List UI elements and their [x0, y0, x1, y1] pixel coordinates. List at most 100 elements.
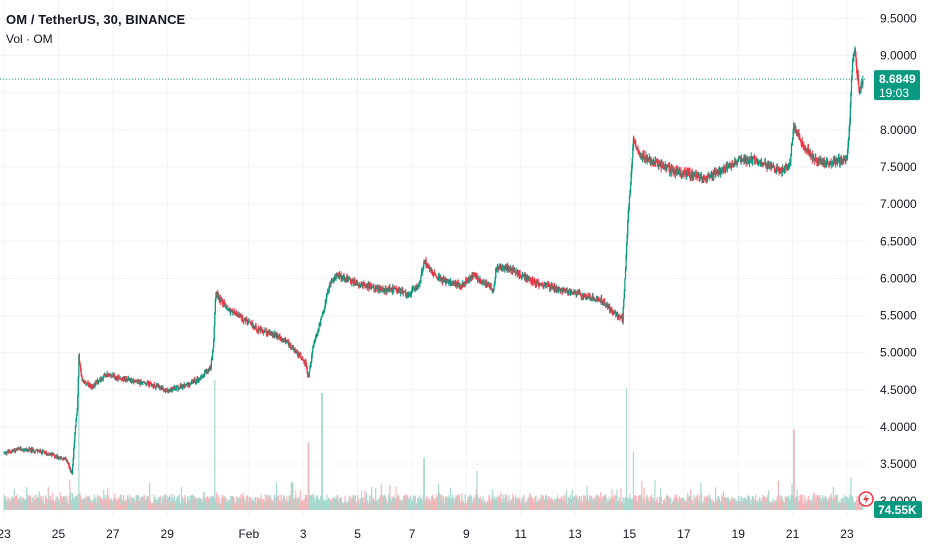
candle-body: [520, 275, 522, 278]
candle-body: [270, 331, 272, 334]
candle-body: [251, 322, 253, 327]
candle-body: [258, 330, 260, 332]
candle-body: [312, 347, 314, 352]
volume-bar: [77, 494, 79, 510]
candle-body: [280, 338, 282, 340]
candle-body: [24, 449, 26, 451]
candle-body: [328, 290, 330, 292]
candle-body: [687, 171, 689, 176]
volume-bar: [305, 494, 308, 510]
candle-body: [503, 265, 505, 269]
candle-body: [654, 160, 657, 163]
candle-body: [350, 283, 352, 285]
candle-body: [360, 284, 362, 286]
volume-bar: [452, 494, 454, 510]
volume-bar: [565, 490, 568, 510]
candle-body: [256, 330, 258, 332]
candle-body: [521, 274, 523, 278]
candle-body: [283, 339, 285, 341]
candle-body: [103, 375, 105, 377]
candle-body: [842, 159, 845, 162]
candle-body: [533, 279, 535, 283]
candle-body: [333, 276, 335, 281]
candle-body: [182, 386, 184, 388]
candle-body: [245, 319, 248, 321]
candle-body: [418, 284, 420, 285]
candle-body: [773, 165, 775, 168]
candle-body: [173, 386, 176, 390]
candle-body: [635, 146, 637, 148]
candle-body: [413, 288, 415, 290]
candle-body: [643, 154, 645, 159]
candle-body: [709, 176, 712, 178]
candle-body: [699, 175, 701, 179]
candle-body: [576, 292, 578, 296]
volume-bar: [395, 486, 397, 510]
candle-body: [487, 283, 489, 285]
candle-body: [261, 329, 263, 331]
candle-body: [116, 377, 118, 379]
candle-body: [759, 161, 761, 163]
candle-body: [220, 298, 223, 301]
volume-bar: [482, 495, 484, 510]
volume-bar: [620, 488, 622, 510]
candle-body: [534, 284, 537, 286]
candle-body: [255, 326, 257, 331]
volume-bar: [130, 497, 133, 510]
candle-body: [288, 343, 291, 345]
candle-body: [683, 170, 685, 174]
candle-body: [260, 328, 262, 332]
candle-body: [311, 355, 313, 362]
candle-body: [263, 330, 265, 333]
candle-body: [214, 299, 216, 313]
candle-body: [625, 255, 627, 270]
candle-body: [475, 275, 478, 277]
candle-body: [450, 281, 453, 285]
candle-body: [721, 170, 723, 171]
candle-body: [411, 289, 413, 292]
candle-body: [285, 339, 287, 343]
candle-body: [232, 310, 234, 313]
chart-legend: OM / TetherUS, 30, BINANCE Vol · OM: [6, 11, 185, 48]
volume-bar: [393, 495, 395, 510]
candle-body: [26, 449, 28, 451]
candle-body: [279, 335, 281, 337]
candle-body: [727, 164, 730, 167]
candle-body: [812, 156, 815, 158]
candle-body: [217, 292, 219, 294]
symbol-title[interactable]: OM / TetherUS, 30, BINANCE: [6, 12, 186, 27]
candle-body: [429, 270, 431, 272]
volume-indicator-label[interactable]: Vol · OM: [6, 32, 53, 46]
candle-body: [72, 458, 74, 466]
volume-bar: [584, 495, 586, 510]
candle-body: [303, 360, 305, 363]
candle-body: [325, 296, 327, 302]
candle-body: [792, 130, 794, 140]
candle-body: [69, 467, 71, 469]
candle-body: [27, 450, 30, 451]
candle-body: [849, 122, 851, 128]
time-axis[interactable]: 23 25 27 29 Feb 3 5 7 9 11 13 15 17 19 21 23: [0, 527, 854, 541]
candle-body: [852, 57, 854, 62]
volume-bar: [470, 495, 473, 510]
volume-bar: [217, 494, 219, 510]
candle-body: [420, 271, 423, 276]
volume-bar: [19, 496, 22, 510]
candle-body: [92, 386, 95, 388]
candle-body: [578, 292, 581, 294]
candle-body: [454, 282, 457, 285]
candle-body: [175, 387, 177, 391]
candle-body: [448, 281, 450, 284]
candle-body: [656, 160, 658, 162]
candle-body: [628, 196, 631, 207]
candle-body: [825, 165, 827, 166]
candle-body: [577, 292, 579, 293]
candle-body: [320, 318, 322, 325]
candle-body: [89, 384, 91, 386]
candle-body: [189, 383, 192, 386]
volume-bar: [703, 495, 705, 510]
candle-body: [60, 456, 62, 459]
lightning-icon[interactable]: [858, 491, 874, 507]
